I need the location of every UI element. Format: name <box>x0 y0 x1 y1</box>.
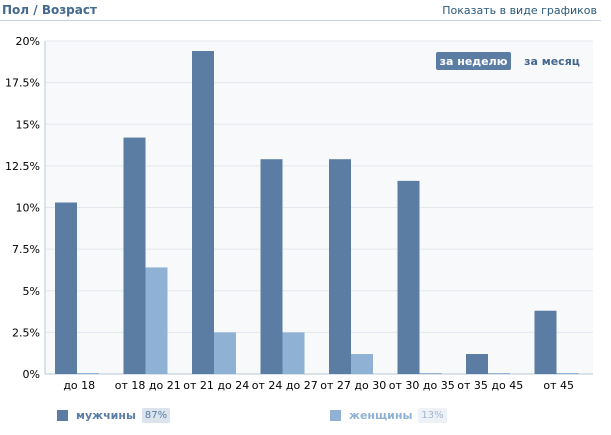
x-tick-label: от 24 до 27 <box>252 379 318 392</box>
y-tick-label: 15% <box>16 118 40 131</box>
x-tick-label: от 21 до 24 <box>183 379 249 392</box>
bar-women-2[interactable] <box>214 332 236 374</box>
bar-women-7[interactable] <box>556 373 579 374</box>
y-tick-label: 2.5% <box>12 326 40 339</box>
bar-women-6[interactable] <box>488 373 510 374</box>
legend-women-swatch[interactable] <box>330 409 341 421</box>
bar-men-5[interactable] <box>397 180 420 374</box>
bar-men-3[interactable] <box>260 159 283 374</box>
bar-women-4[interactable] <box>351 354 373 374</box>
x-tick-label: от 30 до 35 <box>389 379 455 392</box>
period-month-button[interactable]: за месяц <box>524 55 580 68</box>
stats-header: Пол / Возраст Показать в виде графиков <box>0 0 601 21</box>
week-toggle-bg[interactable] <box>436 52 511 70</box>
y-tick-label: 20% <box>16 35 40 48</box>
bar-men-1[interactable] <box>123 137 146 374</box>
y-tick-label: 7.5% <box>12 243 40 256</box>
bar-men-4[interactable] <box>329 159 351 374</box>
gender-age-bar-chart: 0% 2.5% 5% 7.5% 10% 12.5% 15% 17.5% 20% до 18 от 1… <box>5 35 593 392</box>
bar-women-1[interactable] <box>145 267 168 374</box>
bar-women-0[interactable] <box>77 373 99 374</box>
section-title: Пол / Возраст <box>2 3 97 17</box>
legend-men[interactable]: мужчины 87% <box>57 405 171 425</box>
bar-women-5[interactable] <box>419 373 442 374</box>
y-tick-label: 17.5% <box>5 77 40 90</box>
bar-men-2[interactable] <box>192 50 214 375</box>
bar-men-6[interactable] <box>466 354 488 374</box>
period-week-button[interactable]: за неделю <box>440 55 508 68</box>
x-tick-label: от 35 до 45 <box>457 379 523 392</box>
y-tick-label: 10% <box>16 202 40 215</box>
legend-women-percent: 13% <box>418 407 447 423</box>
show-as-graphs-link[interactable]: Показать в виде графиков <box>442 4 597 17</box>
bar-men-0[interactable] <box>55 202 77 374</box>
legend-women-label[interactable]: женщины <box>349 408 413 422</box>
legend-men-swatch[interactable] <box>57 409 68 421</box>
x-tick-label: от 45 <box>543 379 574 392</box>
bar-women-3[interactable] <box>282 332 305 374</box>
y-tick-label: 12.5% <box>5 160 40 173</box>
legend-men-label[interactable]: мужчины <box>76 408 136 422</box>
x-tick-label: от 18 до 21 <box>115 379 181 392</box>
y-tick-label: 0% <box>23 368 40 381</box>
y-tick-label: 5% <box>23 285 40 298</box>
x-tick-label: до 18 <box>63 379 95 392</box>
legend-men-percent: 87% <box>141 407 171 423</box>
legend-women[interactable]: женщины 13% <box>330 405 447 425</box>
bar-men-7[interactable] <box>534 310 557 374</box>
x-tick-label: от 27 до 30 <box>320 379 386 392</box>
